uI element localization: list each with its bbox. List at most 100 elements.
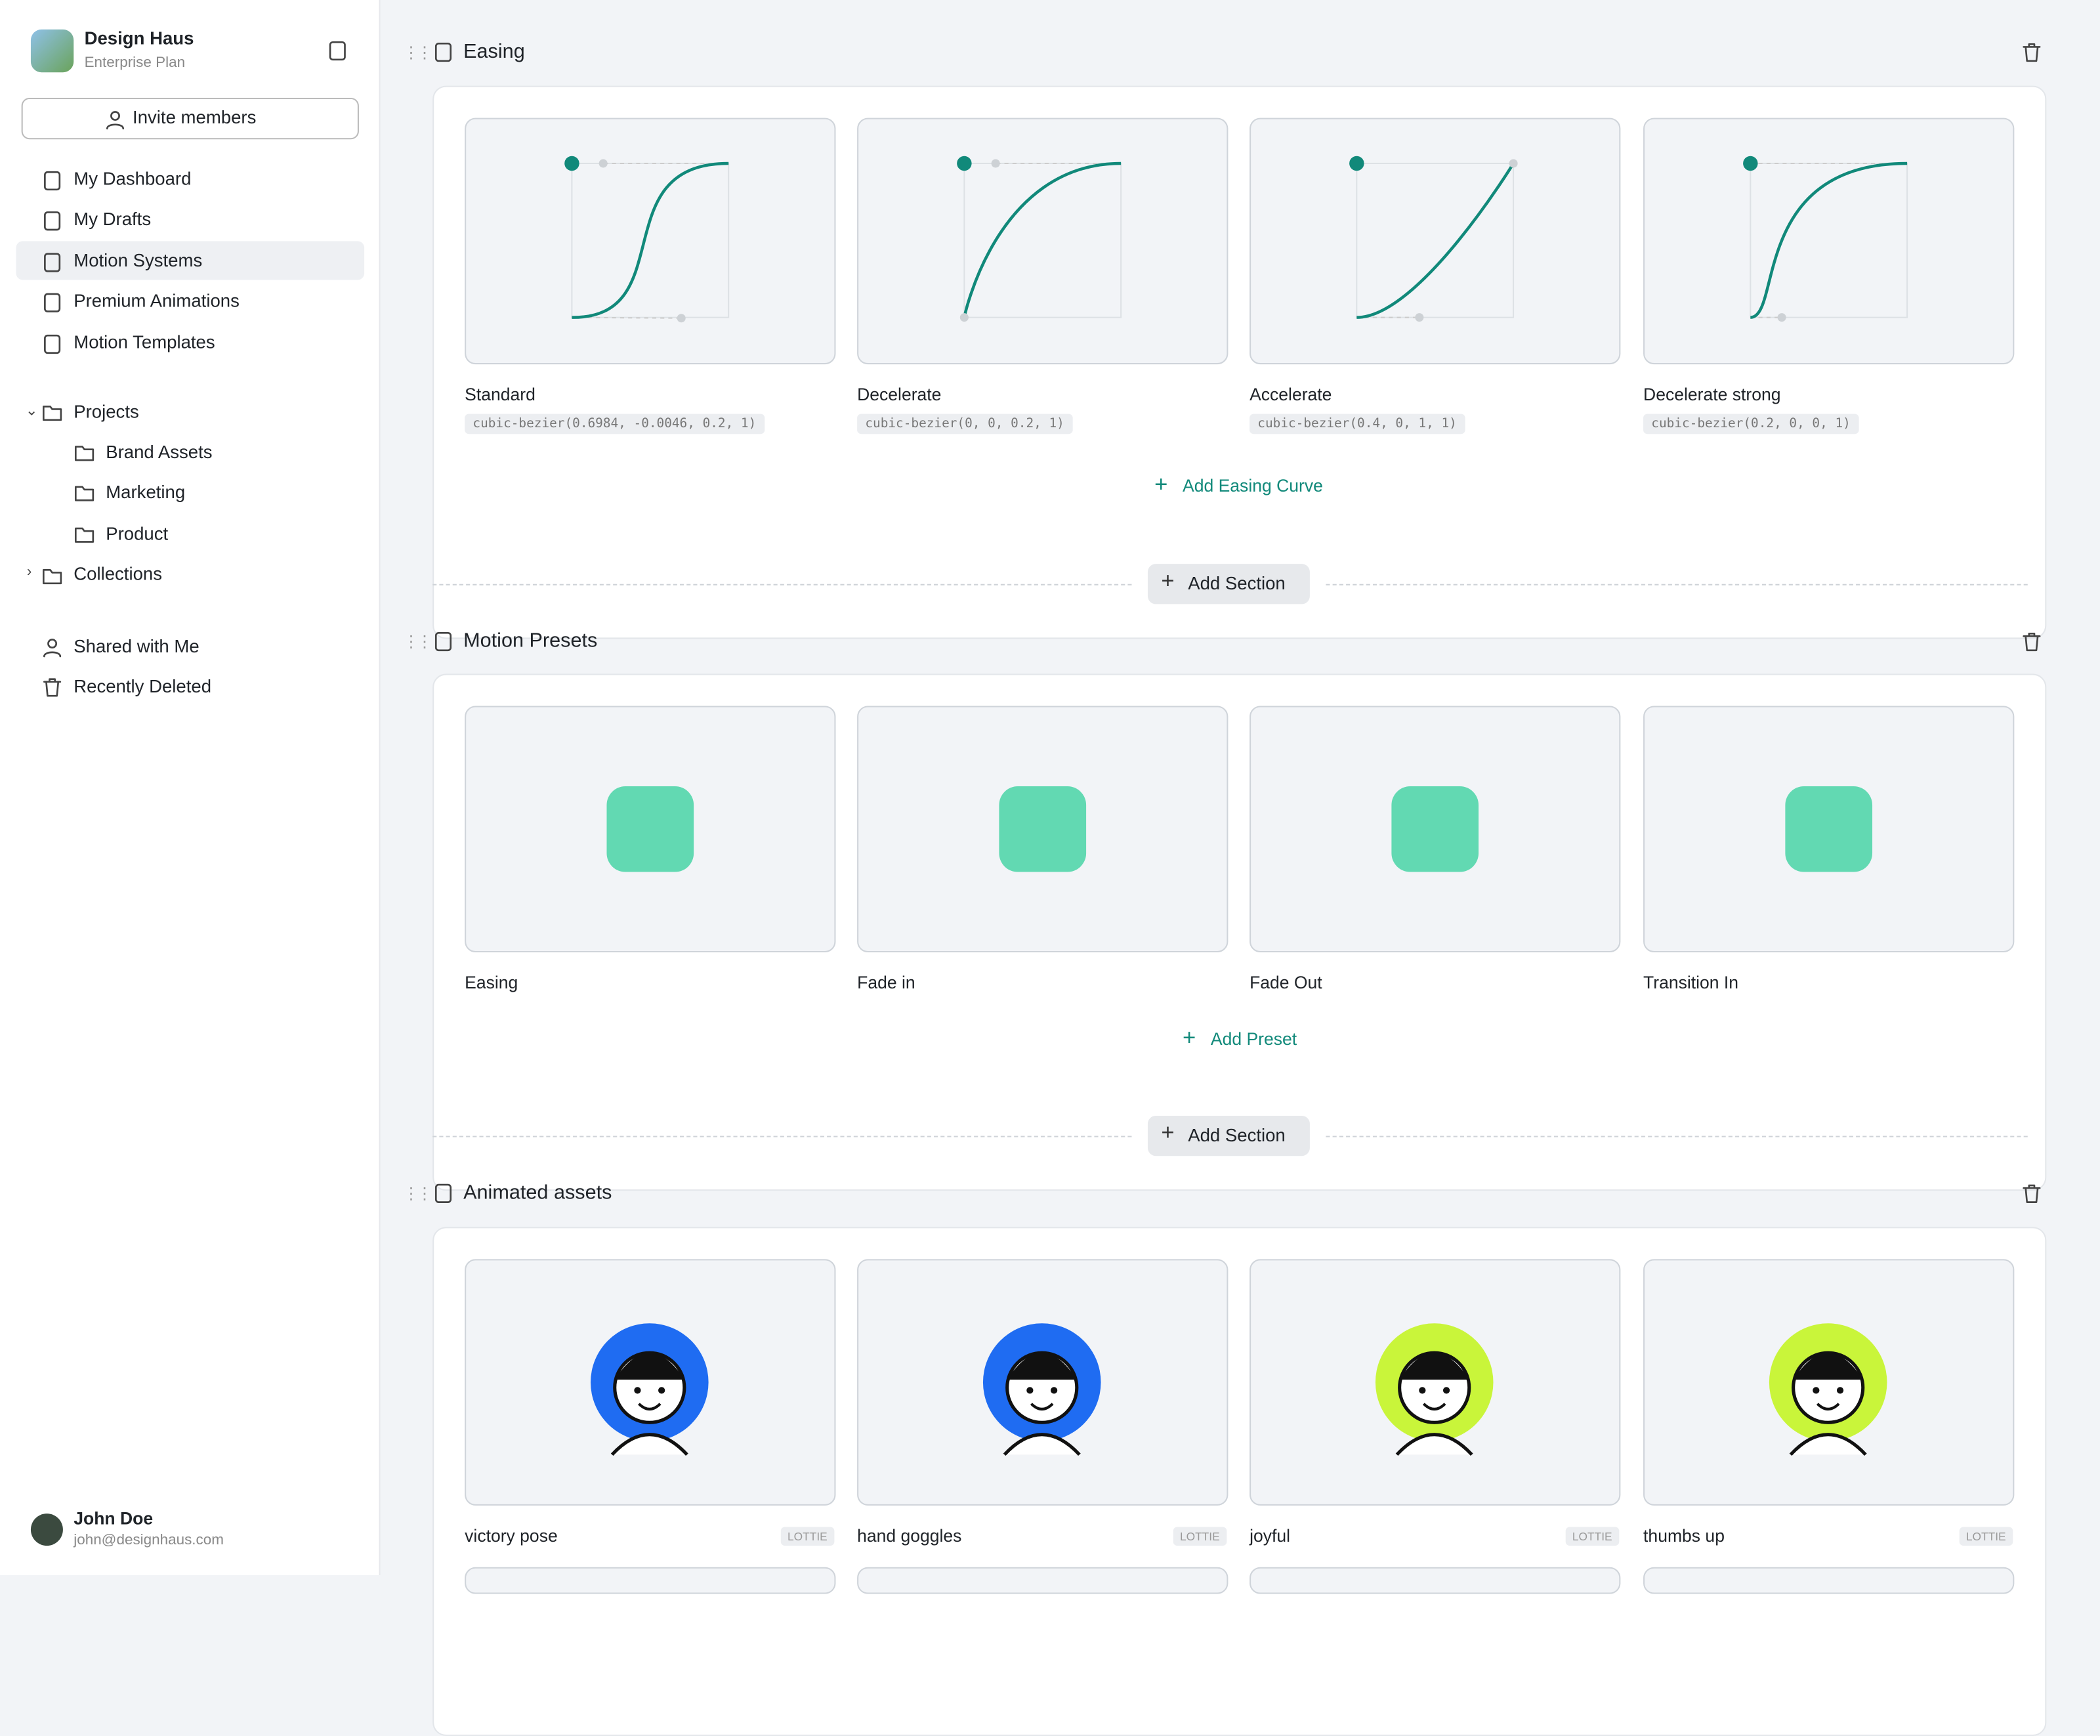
mouth: [1422, 1403, 1446, 1410]
avatar: [30, 1514, 63, 1546]
item-card[interactable]: [1250, 117, 1621, 365]
icon-shape: [106, 123, 125, 130]
item-tag: LOTTIE: [1565, 1527, 1619, 1546]
icon-shape: [434, 631, 452, 652]
eye: [1026, 1387, 1034, 1394]
start-dot: [1349, 156, 1364, 171]
easing-curve: [1349, 156, 1518, 322]
control-point: [598, 159, 608, 168]
add-section-label[interactable]: Add Section: [1188, 1125, 1286, 1145]
nav-item[interactable]: Premium Animations: [74, 291, 240, 311]
mouth: [1816, 1403, 1840, 1410]
preset-square: [1785, 786, 1873, 872]
drag-handle: ⋮⋮: [403, 43, 432, 62]
icon-shape: [434, 1183, 452, 1203]
item-name: Fade in: [857, 972, 915, 993]
nav-item[interactable]: Projects: [74, 402, 139, 422]
illustration: [590, 1323, 709, 1456]
body: [1003, 1433, 1081, 1456]
nav-item[interactable]: Motion Templates: [74, 331, 215, 352]
add-icon[interactable]: +: [1154, 471, 1168, 498]
workspace-plan: Enterprise Plan: [84, 54, 186, 72]
mouth: [638, 1403, 662, 1410]
item-name: joyful: [1250, 1525, 1291, 1546]
curve-box: [1750, 162, 1908, 318]
icon-shape: [44, 293, 61, 313]
curve: [1356, 162, 1515, 319]
nav-item[interactable]: My Dashboard: [74, 169, 192, 189]
curve-box: [571, 162, 730, 318]
add-section-label[interactable]: Add Section: [1188, 573, 1286, 594]
body: [1395, 1433, 1473, 1456]
icon-shape: [2023, 43, 2041, 62]
add-icon[interactable]: +: [1183, 1025, 1196, 1050]
nav-item[interactable]: Recently Deleted: [74, 677, 212, 698]
curve: [963, 161, 1122, 318]
user-name: John Doe: [74, 1508, 154, 1529]
curve-code: cubic-bezier(0, 0, 0.2, 1): [857, 413, 1073, 434]
nav-item[interactable]: Collections: [74, 564, 163, 584]
curve-box: [963, 162, 1122, 318]
hair: [614, 1353, 684, 1380]
icon: [2023, 43, 2041, 62]
nav-item[interactable]: Motion Systems: [74, 250, 203, 270]
sidebar: [0, 0, 381, 1575]
add-item[interactable]: Add Easing Curve: [1183, 475, 1323, 496]
item-tag: LOTTIE: [1959, 1527, 2013, 1546]
add-item[interactable]: Add Preset: [1210, 1028, 1297, 1049]
icon: [2023, 632, 2041, 652]
item-name: Fade Out: [1250, 972, 1322, 993]
icon: [42, 569, 62, 585]
curve: [572, 161, 729, 319]
preset-square: [999, 786, 1087, 872]
icon-shape: [44, 211, 61, 232]
invite-button[interactable]: [21, 97, 359, 140]
icon-shape: [44, 252, 61, 272]
item-card[interactable]: [465, 117, 836, 365]
invite-label: Invite members: [133, 107, 257, 127]
icon: [74, 486, 94, 502]
chevron: ›: [26, 564, 32, 580]
illustration: [1375, 1323, 1494, 1456]
icon: [434, 631, 452, 652]
section-title: Motion Presets: [463, 629, 598, 652]
item-card-next: [1643, 1567, 2015, 1594]
icon-shape: [74, 486, 94, 502]
page: Design Haus Enterprise Plan Invite members…: [0, 0, 2047, 1736]
add-section-button[interactable]: [1147, 564, 1310, 604]
body: [1789, 1433, 1867, 1456]
item-name: hand goggles: [857, 1525, 962, 1546]
item-name: Decelerate strong: [1643, 384, 1781, 405]
icon: [43, 679, 62, 698]
item-card[interactable]: [1643, 117, 2015, 365]
nav-item[interactable]: Brand Assets: [106, 442, 213, 463]
nav-item[interactable]: Shared with Me: [74, 636, 200, 656]
icon-shape: [74, 446, 94, 461]
icon: [44, 211, 61, 232]
icon: [44, 171, 61, 191]
icon-shape: [2023, 632, 2041, 652]
nav-active: [16, 240, 365, 280]
icon: [44, 334, 61, 354]
divider: [432, 583, 1132, 585]
nav-item[interactable]: My Drafts: [74, 209, 152, 230]
item-name: victory pose: [465, 1525, 558, 1546]
control-point: [991, 159, 1000, 168]
add-section-button[interactable]: [1147, 1115, 1310, 1156]
add-icon: +: [1161, 568, 1175, 594]
add-icon: +: [1161, 1120, 1175, 1145]
icon: [329, 41, 346, 61]
divider: [1326, 583, 2028, 585]
nav-item[interactable]: Product: [106, 523, 169, 544]
curve: [1750, 161, 1908, 319]
nav-item[interactable]: Marketing: [106, 482, 186, 503]
preset-square: [606, 786, 694, 872]
item-name: thumbs up: [1643, 1525, 1725, 1546]
item-name: Transition In: [1643, 972, 1739, 993]
eye: [1419, 1387, 1426, 1394]
icon-shape: [44, 171, 61, 191]
section-title: Easing: [463, 40, 525, 63]
item-card[interactable]: [857, 117, 1228, 365]
curve-box: [1356, 162, 1515, 318]
user-email: john@designhaus.com: [74, 1532, 224, 1549]
